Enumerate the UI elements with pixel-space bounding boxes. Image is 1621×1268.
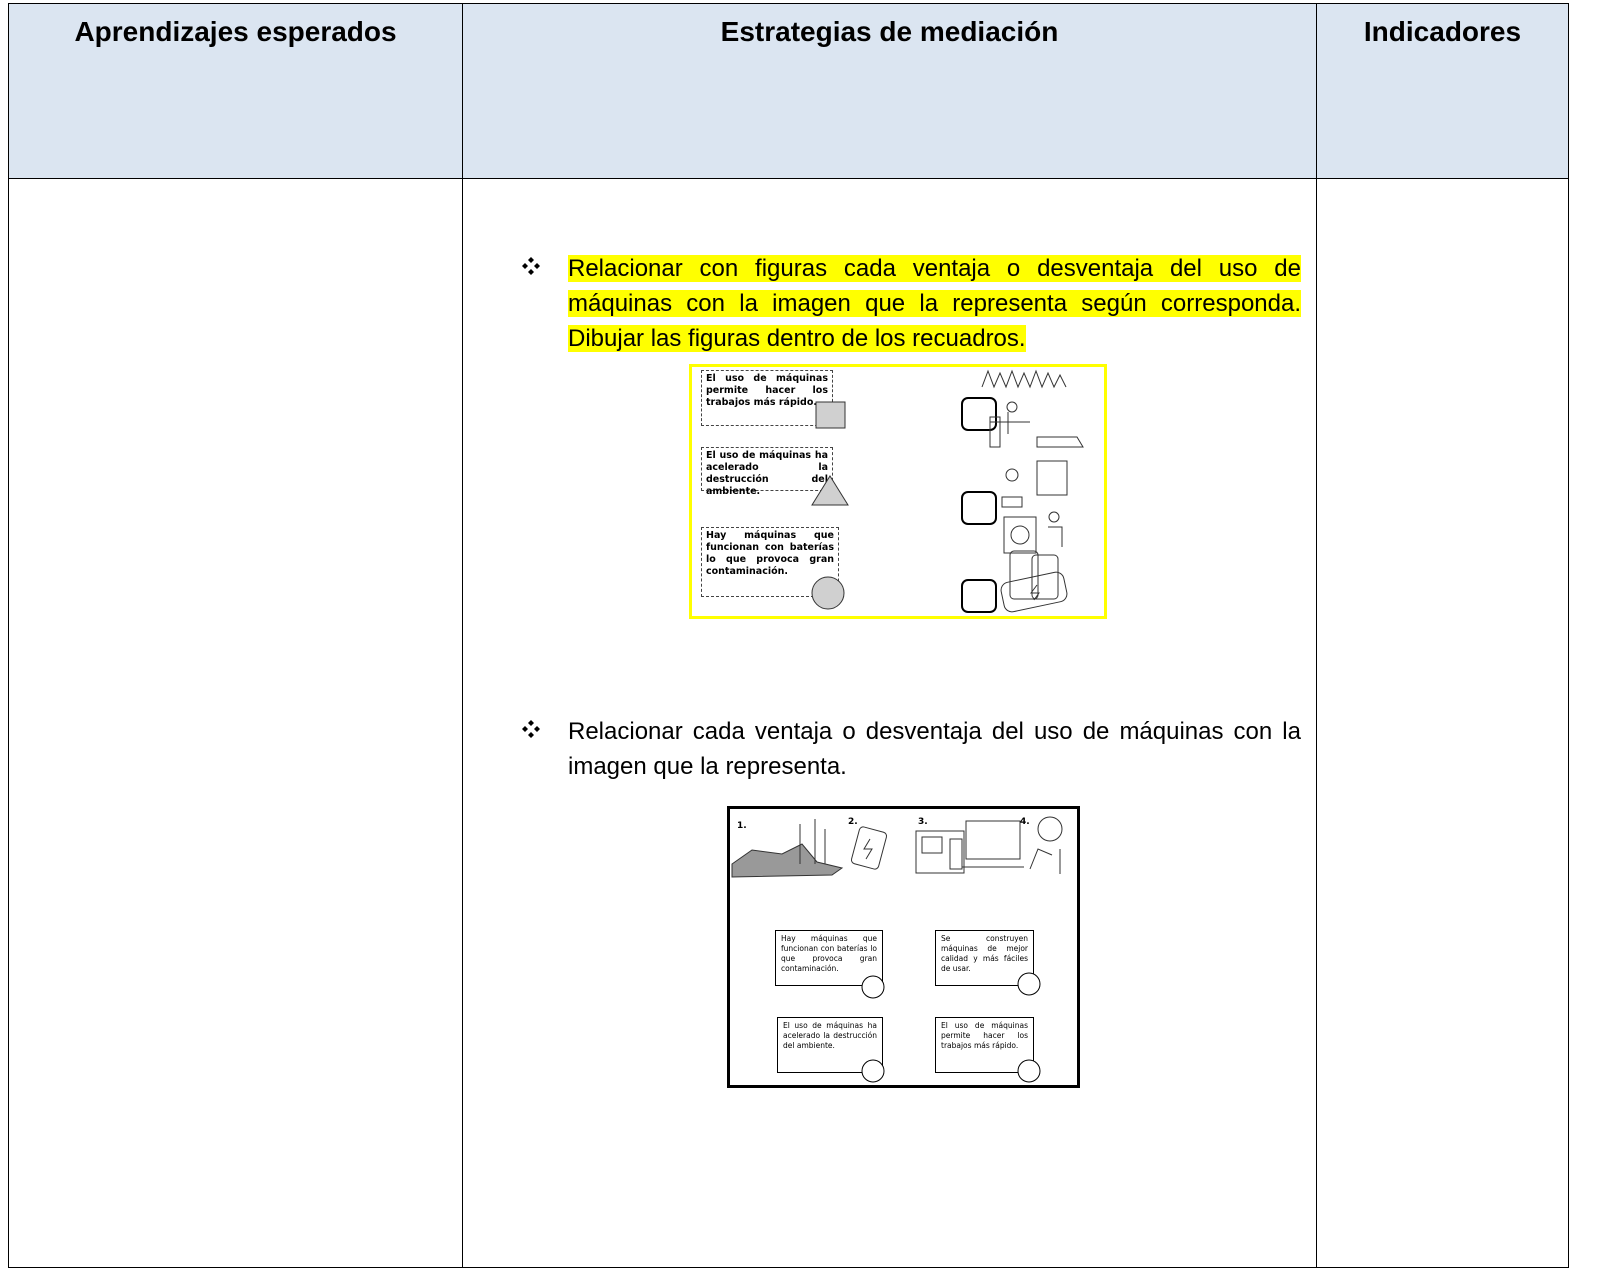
ws-text-box: Hay máquinas que funcionan con baterías … bbox=[775, 930, 883, 986]
bullet-icon bbox=[522, 720, 540, 738]
instruction-text: Relacionar con figuras cada ventaja o de… bbox=[568, 255, 1301, 352]
bullet-icon bbox=[522, 257, 540, 275]
ws-circles bbox=[861, 972, 1041, 1083]
instruction-text: Relacionar cada ventaja o desventaja del… bbox=[568, 718, 1301, 780]
body-cell bbox=[1316, 178, 1569, 1268]
body-cell bbox=[8, 178, 463, 1268]
ws-number: 1. bbox=[737, 821, 747, 831]
ws-text-box: El uso de máquinas permite hacer los tra… bbox=[701, 370, 833, 426]
ws-text-box: Hay máquinas que funcionan con baterías … bbox=[701, 527, 839, 597]
ws-number: 3. bbox=[918, 817, 928, 827]
ws-drawings bbox=[811, 369, 1084, 613]
ws-text-box: El uso de máquinas permite hacer los tra… bbox=[935, 1017, 1034, 1073]
header-cell: Indicadores bbox=[1316, 3, 1569, 179]
header-cell: Aprendizajes esperados bbox=[8, 3, 463, 179]
ws-text-box: El uso de máquinas ha acelerado la destr… bbox=[701, 447, 833, 497]
worksheet: El uso de máquinas permite hacer los tra… bbox=[689, 364, 1107, 619]
ws-drawings bbox=[731, 816, 1063, 878]
header-cell: Estrategias de mediación bbox=[462, 3, 1317, 179]
ws-number: 4. bbox=[1020, 817, 1030, 827]
instruction: Relacionar con figuras cada ventaja o de… bbox=[568, 251, 1301, 356]
ws-text-box: Se construyen máquinas de mejor calidad … bbox=[935, 930, 1034, 986]
worksheet: 1. 2. 3. 4. Hay máquinas que funcionan c… bbox=[727, 806, 1080, 1088]
ws-number: 2. bbox=[848, 817, 858, 827]
